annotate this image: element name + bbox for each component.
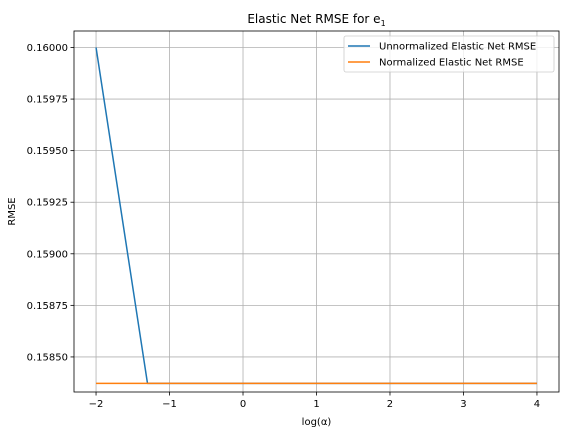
- y-tick-label: 0.16000: [27, 43, 68, 54]
- x-tick-label: 1: [313, 399, 319, 410]
- y-axis-label: RMSE: [7, 197, 18, 225]
- y-tick-label: 0.15900: [27, 249, 68, 260]
- chart-title-main: Elastic Net RMSE for e: [247, 12, 380, 26]
- x-tick-label: 0: [240, 399, 246, 410]
- legend-entry-normalized: Normalized Elastic Net RMSE: [379, 58, 524, 69]
- y-tick-label: 0.15975: [27, 95, 68, 106]
- y-axis: 0.15850 0.15875 0.15900 0.15925 0.15950 0.159…: [27, 43, 74, 363]
- x-tick-label: 4: [534, 399, 540, 410]
- legend-box: [343, 35, 555, 73]
- x-tick-label: 3: [460, 399, 466, 410]
- x-axis-label: log(α): [302, 417, 332, 428]
- x-tick-label: −2: [89, 399, 104, 410]
- x-tick-label: 2: [387, 399, 393, 410]
- series-lines: [95, 47, 537, 385]
- legend-entry-unnormalized: Unnormalized Elastic Net RMSE: [379, 42, 536, 53]
- legend: Unnormalized Elastic Net RMSE Normalized…: [343, 35, 555, 73]
- x-axis: −2 −1 0 1 2 3 4: [89, 392, 540, 410]
- y-tick-label: 0.15950: [27, 146, 68, 157]
- y-tick-label: 0.15850: [27, 352, 68, 363]
- y-tick-label: 0.15875: [27, 301, 68, 312]
- chart-title-subscript: 1: [381, 19, 386, 28]
- x-tick-label: −1: [162, 399, 177, 410]
- grid: [74, 31, 559, 392]
- y-tick-label: 0.15925: [27, 198, 68, 209]
- chart-title: Elastic Net RMSE for e1: [247, 12, 385, 28]
